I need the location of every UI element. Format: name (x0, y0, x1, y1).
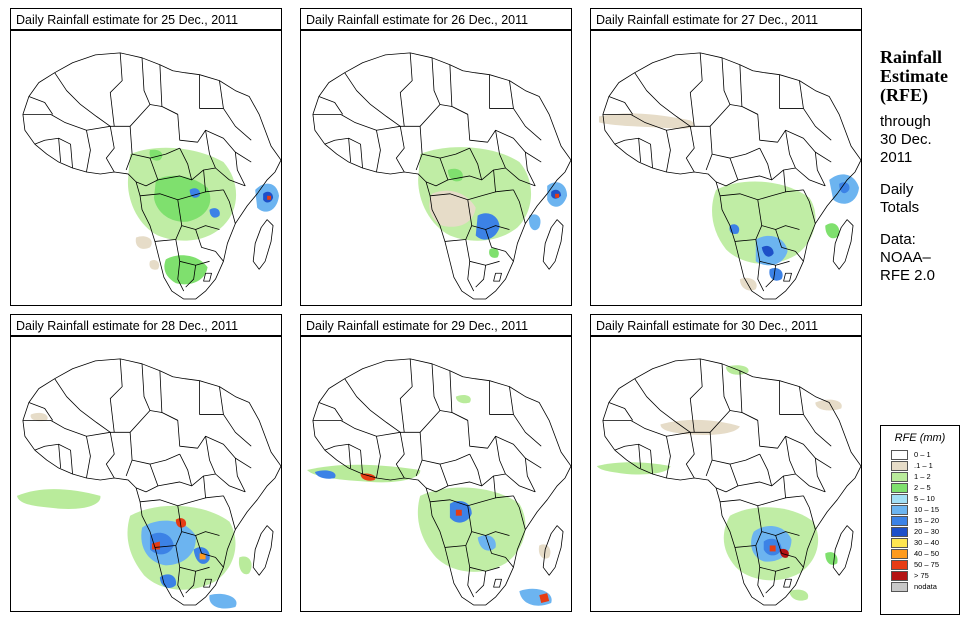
map-panel-28-dec: Daily Rainfall estimate for 28 Dec., 201… (10, 314, 282, 612)
caption-source2: RFE 2.0 (880, 267, 936, 284)
panel-title: Daily Rainfall estimate for 30 Dec., 201… (590, 314, 862, 336)
legend-label: 30 – 40 (914, 538, 940, 547)
side-caption: Rainfall Estimate (RFE) through 30 Dec. … (880, 48, 965, 285)
map-svg (16, 358, 281, 609)
legend-label: 50 – 75 (914, 560, 940, 569)
map-svg (596, 358, 861, 606)
caption-source1: NOAA– (880, 249, 931, 266)
rainfall-map (10, 336, 282, 612)
legend-row: 15 – 20 (891, 515, 959, 526)
legend-rows: 0 – 1 .1 – 1 1 – 2 2 – 5 5 – 10 10 – 15 15 – 2… (881, 449, 959, 592)
panel-title: Daily Rainfall estimate for 26 Dec., 201… (300, 8, 572, 30)
rainfall-map (300, 30, 572, 306)
caption-daily: Daily (880, 181, 914, 198)
legend-swatch (891, 581, 908, 592)
legend-label: 5 – 10 (914, 494, 935, 503)
legend-label: 20 – 30 (914, 527, 940, 536)
caption-data: Data: (880, 231, 916, 248)
map-panel-25-dec: Daily Rainfall estimate for 25 Dec., 201… (10, 8, 282, 306)
legend-row: 40 – 50 (891, 548, 959, 559)
legend-swatch (891, 548, 908, 559)
caption-through: through (880, 113, 931, 130)
panel-title: Daily Rainfall estimate for 25 Dec., 201… (10, 8, 282, 30)
legend-row: 2 – 5 (891, 482, 959, 493)
legend-label: 0 – 1 (914, 450, 931, 459)
legend-label: nodata (914, 582, 937, 591)
legend-title: RFE (mm) (894, 432, 946, 444)
rainfall-overlay (418, 147, 568, 258)
map-panel-27-dec: Daily Rainfall estimate for 27 Dec., 201… (590, 8, 862, 306)
rainfall-map (590, 30, 862, 306)
legend-swatch (891, 537, 908, 548)
legend-label: 40 – 50 (914, 549, 940, 558)
legend-row: > 75 (891, 570, 959, 581)
rainfall-map (10, 30, 282, 306)
rainfall-overlay (16, 412, 252, 609)
rainfall-overlay (598, 113, 860, 291)
legend-row: 1 – 2 (891, 471, 959, 482)
panel-title: Daily Rainfall estimate for 29 Dec., 201… (300, 314, 572, 336)
legend-swatch (891, 515, 908, 526)
legend-swatch (891, 482, 908, 493)
color-legend: RFE (mm) 0 – 1 .1 – 1 1 – 2 2 – 5 5 – 10 10 –… (880, 425, 960, 615)
legend-swatch (891, 471, 908, 482)
caption-totals: Totals (880, 199, 920, 216)
caption-title-line3: (RFE) (880, 85, 928, 105)
caption-date: 30 Dec. (880, 131, 932, 148)
map-svg (306, 358, 571, 606)
legend-row: 0 – 1 (891, 449, 959, 460)
panel-title: Daily Rainfall estimate for 27 Dec., 201… (590, 8, 862, 30)
rainfall-overlay (596, 365, 842, 601)
legend-label: 10 – 15 (914, 505, 940, 514)
caption-title-line1: Rainfall (880, 47, 943, 67)
rainfall-map (300, 336, 572, 612)
caption-title-line2: Estimate (880, 66, 948, 86)
legend-swatch (891, 449, 908, 460)
map-svg (22, 52, 281, 300)
africa-borders (312, 358, 571, 606)
legend-row: 30 – 40 (891, 537, 959, 548)
legend-row: 50 – 75 (891, 559, 959, 570)
legend-swatch (891, 570, 908, 581)
legend-row: 20 – 30 (891, 526, 959, 537)
legend-row: 5 – 10 (891, 493, 959, 504)
legend-swatch (891, 526, 908, 537)
rainfall-overlay (127, 147, 280, 285)
legend-swatch (891, 493, 908, 504)
map-svg (312, 52, 571, 300)
legend-swatch (891, 504, 908, 515)
panel-title: Daily Rainfall estimate for 28 Dec., 201… (10, 314, 282, 336)
legend-label: > 75 (914, 571, 929, 580)
legend-row: nodata (891, 581, 959, 592)
legend-row: .1 – 1 (891, 460, 959, 471)
map-panel-26-dec: Daily Rainfall estimate for 26 Dec., 201… (300, 8, 572, 306)
legend-label: 15 – 20 (914, 516, 940, 525)
legend-row: 10 – 15 (891, 504, 959, 515)
map-panel-30-dec: Daily Rainfall estimate for 30 Dec., 201… (590, 314, 862, 612)
caption-year: 2011 (880, 149, 913, 166)
legend-swatch (891, 460, 908, 471)
rainfall-map (590, 336, 862, 612)
legend-label: 1 – 2 (914, 472, 931, 481)
map-panel-29-dec: Daily Rainfall estimate for 29 Dec., 201… (300, 314, 572, 612)
legend-label: 2 – 5 (914, 483, 931, 492)
africa-borders (602, 358, 861, 606)
africa-borders (602, 52, 861, 300)
legend-swatch (891, 559, 908, 570)
legend-label: .1 – 1 (914, 461, 933, 470)
map-svg (598, 52, 861, 300)
